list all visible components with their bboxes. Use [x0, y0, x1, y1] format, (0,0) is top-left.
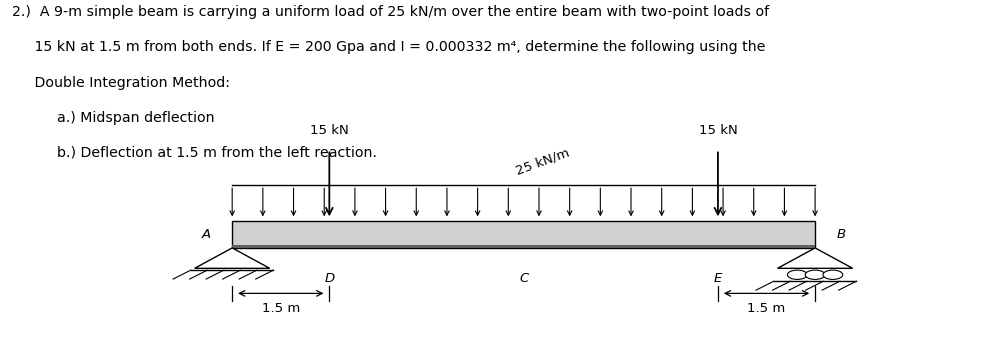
Ellipse shape	[787, 270, 807, 279]
Text: 2.)  A 9-m simple beam is carrying a uniform load of 25 kN/m over the entire bea: 2.) A 9-m simple beam is carrying a unif…	[12, 5, 769, 19]
Ellipse shape	[805, 270, 825, 279]
Text: D: D	[324, 272, 335, 285]
Text: C: C	[519, 272, 529, 285]
Bar	[232, 221, 815, 248]
Text: 25 kN/m: 25 kN/m	[514, 146, 571, 178]
Bar	[232, 245, 815, 248]
Ellipse shape	[823, 270, 843, 279]
Text: 15 kN: 15 kN	[310, 124, 349, 137]
Text: B: B	[837, 228, 846, 241]
Text: 1.5 m: 1.5 m	[262, 302, 300, 315]
Text: b.) Deflection at 1.5 m from the left reaction.: b.) Deflection at 1.5 m from the left re…	[12, 146, 376, 160]
Text: 1.5 m: 1.5 m	[747, 302, 785, 315]
Text: 15 kN at 1.5 m from both ends. If E = 200 Gpa and I = 0.000332 m⁴, determine the: 15 kN at 1.5 m from both ends. If E = 20…	[12, 40, 766, 54]
Polygon shape	[778, 248, 853, 268]
Polygon shape	[195, 248, 270, 268]
Text: a.) Midspan deflection: a.) Midspan deflection	[12, 111, 214, 125]
Text: E: E	[713, 272, 722, 285]
Text: A: A	[202, 228, 210, 241]
Text: Double Integration Method:: Double Integration Method:	[12, 76, 230, 90]
Text: 15 kN: 15 kN	[699, 124, 737, 137]
